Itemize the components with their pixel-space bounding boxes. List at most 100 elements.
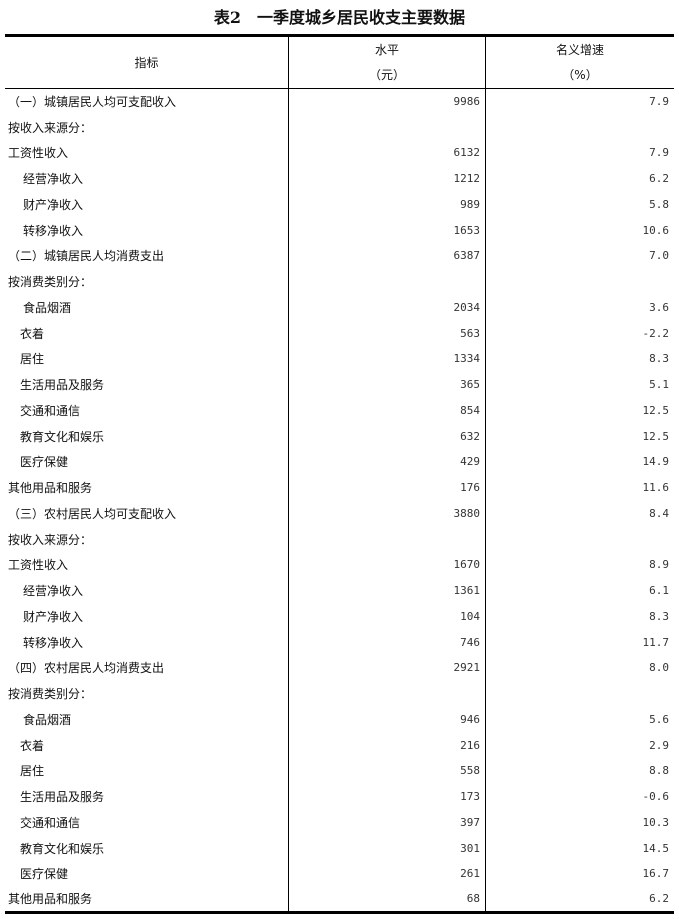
table-row: 教育文化和娱乐 632 12.5	[5, 423, 674, 449]
table-row: 医疗保健 261 16.7	[5, 861, 674, 887]
header-growth-unit: （%）	[562, 67, 598, 82]
table-row: 财产净收入 104 8.3	[5, 603, 674, 630]
row-level-value: 854	[288, 397, 486, 424]
row-level-value: 989	[288, 191, 486, 218]
row-label: 医疗保健	[20, 867, 69, 882]
table-row: 居住 1334 8.3	[5, 346, 674, 372]
row-level-value: 946	[288, 706, 486, 733]
row-level-value: 68	[288, 886, 486, 914]
row-growth-value: 6.1	[485, 577, 674, 604]
row-level-value	[288, 680, 486, 707]
row-growth-value: 8.4	[485, 500, 674, 527]
row-label: 按收入来源分：	[8, 120, 93, 135]
row-growth-value: 12.5	[485, 423, 674, 449]
row-level-value: 216	[288, 732, 486, 758]
table-row: 教育文化和娱乐 301 14.5	[5, 835, 674, 861]
row-level-value: 9986	[288, 88, 486, 115]
table-row: 按收入来源分：	[5, 526, 674, 552]
table-row: 按消费类别分：	[5, 680, 674, 707]
header-level-label: 水平	[374, 42, 399, 57]
table-row: 食品烟酒 946 5.6	[5, 706, 674, 733]
row-label: 财产净收入	[23, 197, 84, 212]
table-row: 生活用品及服务 365 5.1	[5, 371, 674, 398]
row-label: （三）农村居民人均可支配收入	[8, 506, 177, 521]
row-label: 其他用品和服务	[8, 481, 93, 496]
row-label: 食品烟酒	[23, 712, 72, 727]
row-growth-value: 16.7	[485, 861, 674, 887]
row-growth-value: -2.2	[485, 320, 674, 346]
row-level-value: 6387	[288, 243, 486, 269]
header-indicator: 指标	[5, 34, 289, 89]
row-level-value: 104	[288, 603, 486, 630]
table-row: 转移净收入 1653 10.6	[5, 217, 674, 243]
table-header-row: 指标 水平 （元） 名义增速 （%）	[5, 34, 674, 89]
row-label: 按收入来源分：	[8, 532, 93, 547]
row-growth-value: 7.9	[485, 88, 674, 115]
row-label: 居住	[20, 352, 45, 367]
row-label: （四）农村居民人均消费支出	[8, 661, 165, 676]
row-label: 教育文化和娱乐	[20, 841, 105, 856]
table-row: 其他用品和服务 176 11.6	[5, 474, 674, 501]
row-growth-value: -0.6	[485, 783, 674, 810]
row-growth-value: 2.9	[485, 732, 674, 758]
table-row: （二）城镇居民人均消费支出 6387 7.0	[5, 243, 674, 269]
row-label: （二）城镇居民人均消费支出	[8, 249, 165, 264]
row-level-value: 1212	[288, 165, 486, 192]
table-row: 工资性收入 6132 7.9	[5, 140, 674, 166]
row-label: 工资性收入	[8, 558, 69, 573]
table-row: （一）城镇居民人均可支配收入 9986 7.9	[5, 88, 674, 115]
row-level-value: 1334	[288, 346, 486, 372]
row-level-value	[288, 268, 486, 295]
row-level-value: 632	[288, 423, 486, 449]
row-level-value: 6132	[288, 140, 486, 166]
table-row: 食品烟酒 2034 3.6	[5, 294, 674, 321]
row-label: 交通和通信	[20, 815, 81, 830]
row-label: 工资性收入	[8, 146, 69, 161]
table-row: 生活用品及服务 173 -0.6	[5, 783, 674, 810]
row-growth-value: 8.0	[485, 655, 674, 681]
row-growth-value: 6.2	[485, 886, 674, 914]
row-growth-value: 7.9	[485, 140, 674, 166]
row-level-value: 429	[288, 449, 486, 475]
row-growth-value: 10.6	[485, 217, 674, 243]
header-level: 水平 （元）	[288, 34, 486, 89]
row-growth-value	[485, 268, 674, 295]
row-growth-value: 10.3	[485, 809, 674, 836]
table-row: 工资性收入 1670 8.9	[5, 552, 674, 578]
row-level-value: 558	[288, 758, 486, 784]
table-row: 财产净收入 989 5.8	[5, 191, 674, 218]
row-label: 转移净收入	[23, 635, 84, 650]
table-row: 经营净收入 1212 6.2	[5, 165, 674, 192]
row-growth-value: 8.3	[485, 346, 674, 372]
row-label: 按消费类别分：	[8, 275, 93, 290]
table-row: 衣着 563 -2.2	[5, 320, 674, 346]
row-growth-value: 8.8	[485, 758, 674, 784]
row-label: 生活用品及服务	[20, 378, 105, 393]
row-label: 衣着	[20, 326, 45, 341]
row-label: 居住	[20, 764, 45, 779]
row-level-value: 3880	[288, 500, 486, 527]
row-label: 转移净收入	[23, 223, 84, 238]
table-row: 交通和通信 854 12.5	[5, 397, 674, 424]
row-growth-value: 8.3	[485, 603, 674, 630]
row-level-value	[288, 114, 486, 140]
header-level-unit: （元）	[368, 67, 405, 82]
table-row: 交通和通信 397 10.3	[5, 809, 674, 836]
row-growth-value: 11.7	[485, 629, 674, 655]
row-level-value	[288, 526, 486, 552]
table-row: 其他用品和服务 68 6.2	[5, 886, 674, 914]
row-level-value: 2034	[288, 294, 486, 321]
row-level-value: 173	[288, 783, 486, 810]
table-title: 表2 一季度城乡居民收支主要数据	[213, 8, 466, 27]
row-level-value: 1653	[288, 217, 486, 243]
row-growth-value	[485, 114, 674, 140]
row-growth-value: 14.5	[485, 835, 674, 861]
table-row: 按消费类别分：	[5, 268, 674, 295]
row-label: 教育文化和娱乐	[20, 429, 105, 444]
row-growth-value: 5.6	[485, 706, 674, 733]
row-growth-value	[485, 526, 674, 552]
table-row: 医疗保健 429 14.9	[5, 449, 674, 475]
row-growth-value: 12.5	[485, 397, 674, 424]
row-label: （一）城镇居民人均可支配收入	[8, 95, 177, 110]
row-growth-value: 6.2	[485, 165, 674, 192]
